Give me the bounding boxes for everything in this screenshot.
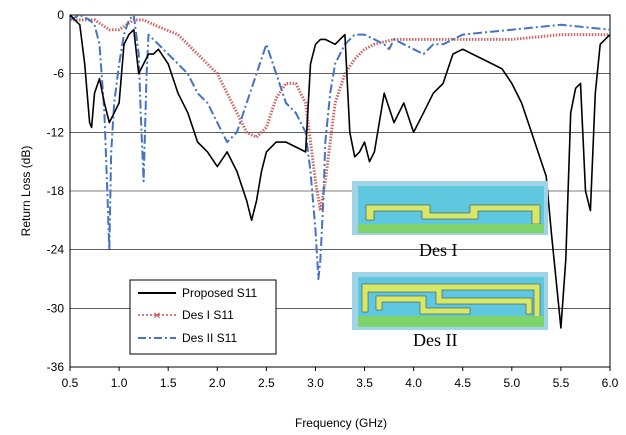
- x-tick-label: 3.0: [307, 376, 324, 390]
- des-i-label: Des I: [419, 240, 458, 260]
- series-line-des-i-s11: [70, 18, 610, 213]
- x-tick-label: 5.5: [553, 376, 570, 390]
- des-i-ground: [358, 224, 544, 233]
- legend-label-des-i: Des I S11: [182, 308, 234, 322]
- plot-frame: [69, 14, 611, 368]
- y-tick-label: 0: [57, 8, 64, 22]
- y-tick-label: -6: [53, 67, 64, 81]
- des-ii-label: Des II: [413, 330, 457, 350]
- x-tick-label: 0.5: [62, 376, 79, 390]
- inset-des-ii: [352, 272, 548, 330]
- x-tick-label: 6.0: [602, 376, 619, 390]
- des-ii-ground: [358, 316, 544, 327]
- x-axis-title: Frequency (GHz): [295, 416, 387, 430]
- inset-des-i: [352, 181, 548, 235]
- y-tick-label: -30: [47, 301, 65, 315]
- des-ii-trace-inner: [375, 295, 471, 315]
- des-i-trace: [365, 204, 541, 225]
- x-tick-label: 5.0: [503, 376, 520, 390]
- legend-label-des-ii: Des II S11: [182, 331, 237, 345]
- x-tick-label: 2.0: [209, 376, 226, 390]
- legend-label-proposed: Proposed S11: [182, 286, 257, 300]
- y-tick-label: -12: [47, 125, 65, 139]
- y-tick-label: -24: [47, 243, 65, 257]
- y-tick-label: -18: [47, 184, 65, 198]
- y-tick-labels: 0 -6 -12 -18 -24 -30 -36: [47, 8, 65, 374]
- x-tick-label: 1.5: [160, 376, 177, 390]
- x-tick-label: 2.5: [258, 376, 275, 390]
- x-tick-label: 1.0: [111, 376, 128, 390]
- x-tick-label: 4.0: [405, 376, 422, 390]
- y-tick-label: -36: [47, 360, 65, 374]
- series-layer: [69, 14, 611, 329]
- x-tick-label: 4.5: [454, 376, 471, 390]
- legend-marker-des-i: ✕: [153, 311, 161, 322]
- y-axis-title: Return Loss (dB): [19, 146, 33, 237]
- series-line-des-ii-s11: [69, 14, 611, 280]
- x-tick-label: 3.5: [356, 376, 373, 390]
- x-tick-labels: 0.5 1.0 1.5 2.0 2.5 3.0 3.5 4.0 4.5 5.0 5.5 6.0: [62, 367, 619, 390]
- series-line-proposed-s11: [69, 14, 611, 329]
- legend: Proposed S11 ✕ Des I S11 Des II S11: [129, 279, 277, 355]
